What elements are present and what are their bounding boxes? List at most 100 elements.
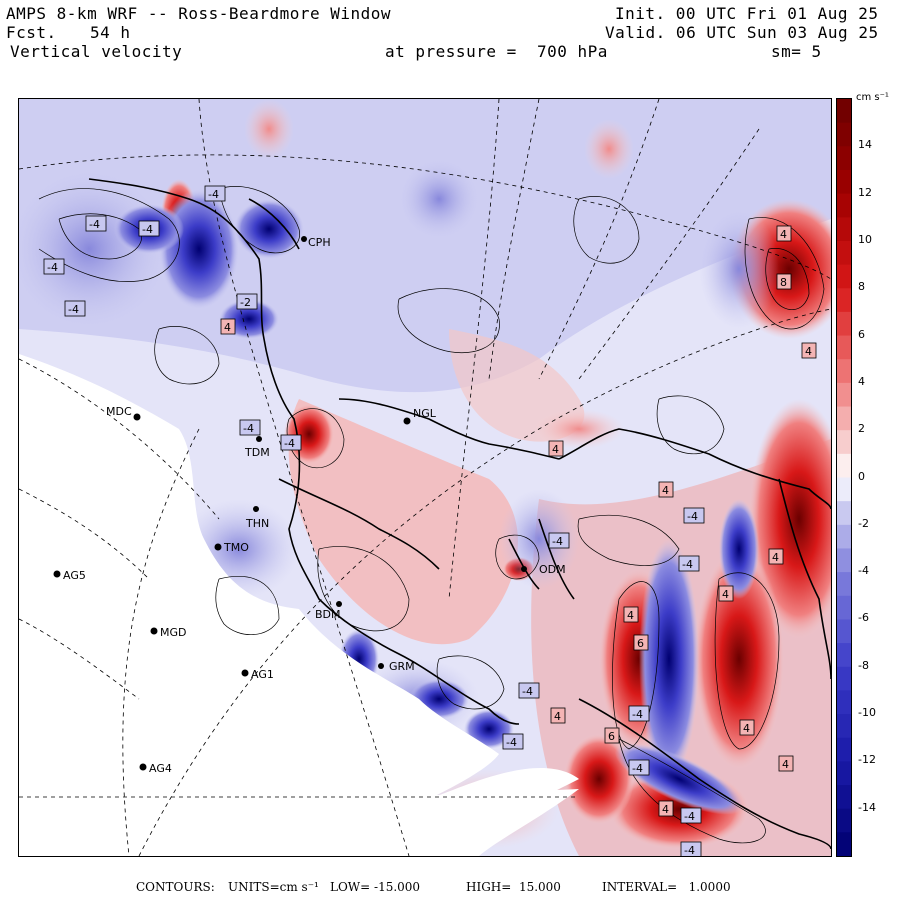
contour-value-label: -4	[43, 258, 65, 275]
colorbar-tick-label: 10	[858, 232, 872, 246]
svg-text:-4: -4	[684, 810, 695, 823]
station-ag5: AG5	[53, 569, 86, 582]
contour-value-label: 4	[778, 755, 794, 772]
colorbar-segment	[837, 785, 851, 810]
contour-value-label: 4	[623, 606, 639, 623]
colorbar-unit: cm s⁻¹	[856, 92, 889, 103]
graticule	[19, 99, 831, 856]
colorbar-tick-label: -10	[858, 706, 876, 720]
colorbar-segment	[837, 193, 851, 218]
colorbar-tick-label: -4	[858, 564, 869, 578]
svg-text:-4: -4	[208, 188, 219, 201]
colorbar-segment	[837, 572, 851, 597]
contour-value-label: -4	[678, 555, 700, 572]
svg-text:-4: -4	[552, 535, 563, 548]
colorbar-segment	[837, 761, 851, 786]
colorbar-segment	[837, 335, 851, 360]
pressure-level: at pressure = 700 hPa	[385, 42, 608, 61]
colorbar-segment	[837, 240, 851, 266]
contour-value-label: 8	[776, 273, 792, 290]
contour-value-label: 4	[718, 585, 734, 602]
svg-text:MGD: MGD	[160, 626, 187, 639]
svg-text:NGL: NGL	[413, 407, 437, 420]
station-odm: ODM	[521, 563, 566, 576]
forecast-label: Fcst.	[6, 23, 57, 42]
colorbar-segment	[837, 99, 851, 124]
svg-text:ODM: ODM	[539, 563, 566, 576]
colorbar-tick-label: 14	[858, 138, 872, 152]
contour-value-label: -4	[518, 682, 540, 699]
colorbar-segment	[837, 501, 851, 526]
colorbar-tick-label: -2	[858, 516, 869, 530]
colorbar-tick-label: -6	[858, 611, 869, 625]
svg-text:-4: -4	[687, 510, 698, 523]
colorbar-tick-label: 8	[858, 280, 865, 294]
svg-text:TMO: TMO	[223, 541, 249, 554]
footer-low: LOW= -15.000	[330, 880, 421, 894]
coastline	[88, 178, 831, 850]
colorbar-segment	[837, 690, 851, 715]
colorbar-segment	[837, 430, 851, 455]
contour-value-label: -4	[628, 705, 650, 722]
station-ag1: AG1	[241, 668, 274, 681]
colorbar-tick-label: 0	[858, 469, 865, 483]
svg-text:4: 4	[772, 551, 779, 564]
svg-text:-4: -4	[89, 218, 100, 231]
colorbar-segment	[837, 122, 851, 147]
svg-text:GRM: GRM	[389, 660, 415, 673]
contour-value-label: -2	[236, 293, 258, 310]
svg-text:4: 4	[662, 484, 669, 497]
contour-value-label: -4	[683, 507, 705, 524]
vertical-velocity-map: MDC AG5 MGD AG1 AG4 NGL CPH TDM THN TMO …	[18, 98, 832, 857]
init-time: Init. 00 UTC Fri 01 Aug 25	[615, 4, 879, 23]
footer-interval: INTERVAL= 1.0000	[602, 880, 731, 894]
station-cph: CPH	[301, 236, 331, 249]
colorbar-segment	[837, 524, 851, 549]
contour-value-label: 4	[768, 548, 784, 565]
svg-text:8: 8	[780, 276, 787, 289]
colorbar-tick-label: -14	[858, 800, 876, 814]
contour-value-label: 6	[604, 727, 620, 744]
svg-text:-4: -4	[506, 736, 517, 749]
station-thn: THN	[245, 506, 269, 530]
svg-text:-4: -4	[142, 223, 153, 236]
contour-value-label: -4	[239, 419, 261, 436]
colorbar-segment	[837, 595, 851, 620]
contour-value-label: -4	[502, 733, 524, 750]
station-ngl: NGL	[403, 407, 437, 425]
contour-value-label: -4	[280, 434, 302, 451]
colorbar-segment	[837, 619, 851, 644]
valid-time: Valid. 06 UTC Sun 03 Aug 25	[605, 23, 879, 42]
forecast-hour: 54 h	[90, 23, 131, 42]
svg-text:-4: -4	[632, 762, 643, 775]
svg-text:4: 4	[552, 443, 559, 456]
contour-value-label: 4	[801, 342, 817, 359]
svg-text:AG5: AG5	[63, 569, 86, 582]
contour-value-label: 6	[633, 634, 649, 651]
colorbar-tick-label: -8	[858, 658, 869, 672]
colorbar-segment	[837, 714, 851, 739]
colorbar-segment	[837, 311, 851, 337]
footer-high: HIGH= 15.000	[466, 880, 561, 894]
svg-text:-4: -4	[632, 708, 643, 721]
contour-value-label: 4	[658, 800, 674, 817]
footer-contours: CONTOURS:	[136, 880, 215, 894]
colorbar-segment	[837, 382, 851, 408]
contour-value-label: 4	[550, 707, 566, 724]
svg-text:-2: -2	[240, 296, 251, 309]
svg-text:4: 4	[662, 803, 669, 816]
svg-text:MDC: MDC	[106, 405, 132, 418]
svg-text:4: 4	[554, 710, 561, 723]
contour-value-label: 4	[220, 318, 236, 335]
contour-value-label: -4	[548, 532, 570, 549]
stations: MDC AG5 MGD AG1 AG4 NGL CPH TDM THN TMO …	[53, 236, 566, 775]
contour-value-labels: -4 -4 -4 -4 -4 -2 4 -4 -4 4 4 -4 4 8 4 -4 4 -4 4 6 -4 4 -4 4 6 4 -…	[43, 185, 817, 856]
contour-value-label: -4	[680, 807, 702, 824]
colorbar-segment	[837, 264, 851, 289]
footer-units: UNITS=cm s⁻¹	[228, 880, 319, 894]
svg-text:AG1: AG1	[251, 668, 274, 681]
station-tdm: TDM	[244, 436, 270, 459]
contour-value-label: -4	[680, 841, 702, 856]
svg-text:4: 4	[224, 321, 231, 334]
colorbar-segment	[837, 453, 851, 478]
